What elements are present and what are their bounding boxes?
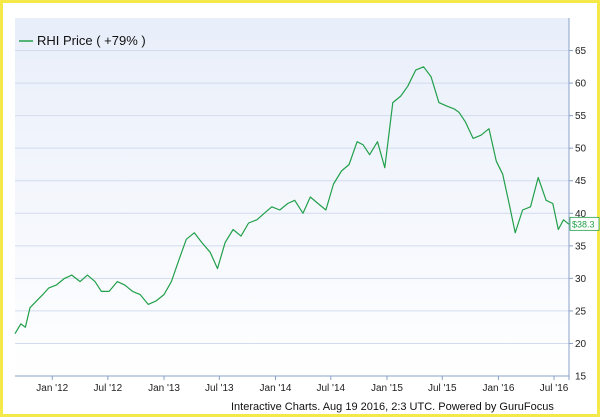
legend-label: RHI Price ( +79% ) xyxy=(37,33,146,48)
y-tick-label: 20 xyxy=(575,339,587,350)
x-tick-label: Jul '14 xyxy=(316,383,345,394)
last-value-label: $38.3 xyxy=(572,219,595,229)
x-tick-label: Jan '16 xyxy=(482,383,514,394)
x-tick-label: Jan '12 xyxy=(36,383,68,394)
last-value-badge: $38.3 xyxy=(569,216,600,231)
series-layer xyxy=(14,66,570,335)
x-tick-label: Jan '13 xyxy=(148,383,180,394)
y-tick-label: 30 xyxy=(575,274,587,285)
footer-credit: Interactive Charts. Aug 19 2016, 2:3 UTC… xyxy=(231,401,554,413)
legend[interactable]: RHI Price ( +79% ) xyxy=(19,33,146,48)
y-tick-label: 65 xyxy=(575,46,587,57)
y-axis-ticks: 20 25 30 35 40 45 50 55 60 65 15 xyxy=(569,46,587,383)
y-tick-label: 60 xyxy=(575,79,587,90)
y-tick-label: 45 xyxy=(575,176,587,187)
x-tick-label: Jul '12 xyxy=(94,383,123,394)
y-tick-label: 25 xyxy=(575,306,587,317)
y-tick-label: 35 xyxy=(575,241,587,252)
plot-area xyxy=(15,18,569,376)
x-tick-label: Jul '16 xyxy=(540,383,569,394)
gridlines xyxy=(15,50,569,344)
x-tick-label: Jan '15 xyxy=(371,383,403,394)
y-tick-label: 40 xyxy=(575,209,587,220)
x-tick-label: Jul '15 xyxy=(428,383,457,394)
y-tick-label: 15 xyxy=(575,372,587,383)
last-value-badge-box xyxy=(569,216,600,231)
x-tick-label: Jul '13 xyxy=(205,383,234,394)
x-tick-label: Jan '14 xyxy=(260,383,292,394)
y-tick-label: 50 xyxy=(575,144,587,155)
y-tick-label: 55 xyxy=(575,111,587,122)
series-line xyxy=(14,66,570,335)
x-axis-ticks: Jan '12 Jul '12 Jan '13 Jul '13 Jan '14 Jul '… xyxy=(36,376,569,394)
